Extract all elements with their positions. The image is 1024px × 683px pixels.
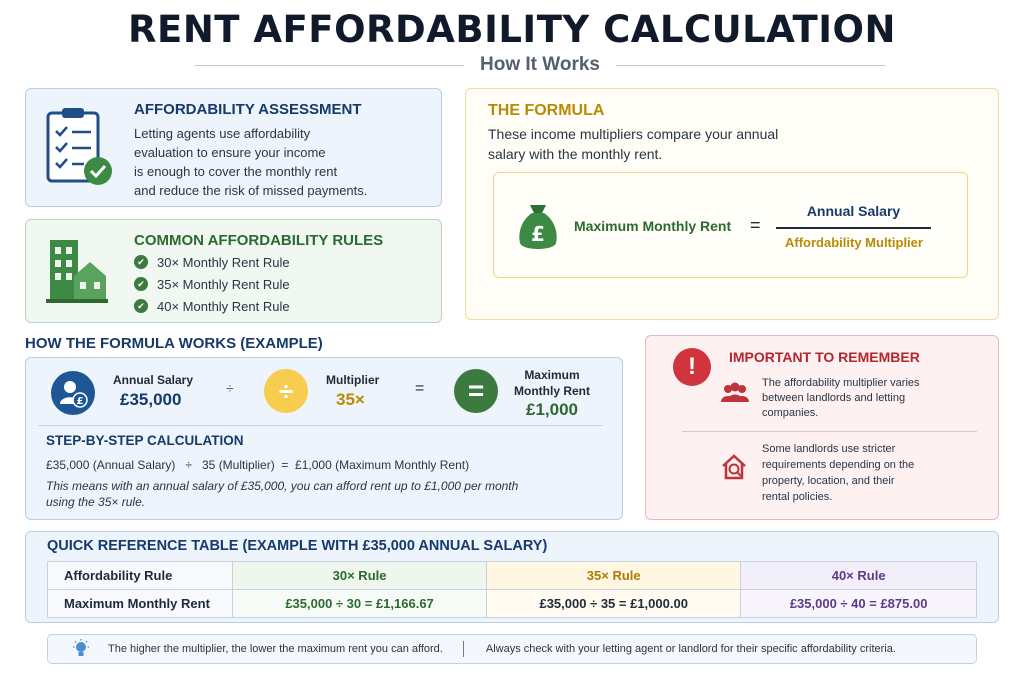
subtitle-row: How It Works xyxy=(195,54,885,76)
divider xyxy=(616,64,885,66)
row-label: Maximum Monthly Rent xyxy=(47,589,233,618)
salary-label: Annual Salary xyxy=(113,373,194,387)
table-cell: 35× Rule xyxy=(486,561,742,590)
divider xyxy=(462,641,464,657)
people-icon xyxy=(720,382,750,404)
divider xyxy=(195,64,464,66)
equals-sign: = xyxy=(415,380,425,397)
multiplier-value: 35× xyxy=(336,390,365,409)
remember-heading: IMPORTANT TO REMEMBER xyxy=(729,349,920,365)
point-line: companies. xyxy=(762,407,819,419)
result-label-1: Maximum xyxy=(524,368,580,382)
svg-text:£: £ xyxy=(531,222,545,246)
note-line: This means with an annual salary of £35,… xyxy=(46,479,519,493)
assessment-line: evaluation to ensure your income xyxy=(134,145,326,160)
assessment-line: and reduce the risk of missed payments. xyxy=(134,183,368,198)
list-item: ✔ 35× Monthly Rent Rule xyxy=(134,273,290,295)
money-bag-icon: £ xyxy=(516,201,560,253)
table-cell: 30× Rule xyxy=(231,561,488,590)
example-card: £ Annual Salary £35,000 ÷ ÷ Multiplier 3… xyxy=(25,357,623,520)
tips-bar: The higher the multiplier, the lower the… xyxy=(47,634,977,664)
remember-card: ! IMPORTANT TO REMEMBER The affordabilit… xyxy=(645,335,999,520)
formula-text: These income multipliers compare your an… xyxy=(488,124,778,164)
formula-equals: = xyxy=(750,215,761,235)
page-subtitle: How It Works xyxy=(480,54,600,75)
divider xyxy=(38,425,603,426)
steps-line: £35,000 (Annual Salary) ÷ 35 (Multiplier… xyxy=(46,458,470,472)
check-icon: ✔ xyxy=(134,299,148,313)
equals-icon: = xyxy=(454,369,498,413)
steps-heading: STEP-BY-STEP CALCULATION xyxy=(46,433,244,448)
table-cell: £35,000 ÷ 30 = £1,166.67 xyxy=(231,589,488,618)
point-line: requirements depending on the xyxy=(762,459,915,471)
remember-point-2: Some landlords use stricter requirements… xyxy=(762,441,914,505)
multiplier-label: Multiplier xyxy=(326,373,380,387)
check-icon: ✔ xyxy=(134,277,148,291)
reference-table: Affordability Rule 30× Rule 35× Rule 40×… xyxy=(47,561,977,618)
list-item: ✔ 40× Monthly Rent Rule xyxy=(134,295,290,317)
user-pound-icon: £ xyxy=(51,371,95,415)
table-row: Maximum Monthly Rent £35,000 ÷ 30 = £1,1… xyxy=(47,589,977,618)
assessment-text: Letting agents use affordability evaluat… xyxy=(134,124,434,200)
page-title: RENT AFFORDABILITY CALCULATION xyxy=(128,8,896,51)
example-heading: HOW THE FORMULA WORKS (EXAMPLE) xyxy=(25,335,323,352)
note-line: using the 35× rule. xyxy=(46,495,146,509)
formula-line: salary with the monthly rent. xyxy=(488,146,663,162)
divider xyxy=(682,431,977,432)
lightbulb-icon xyxy=(72,639,90,659)
formula-denominator: Affordability Multiplier xyxy=(785,235,923,250)
divide-icon: ÷ xyxy=(264,369,308,413)
table-cell: 40× Rule xyxy=(740,561,977,590)
house-search-icon xyxy=(720,452,750,482)
assessment-line: is enough to cover the monthly rent xyxy=(134,164,338,179)
svg-text:£: £ xyxy=(77,396,84,407)
table-heading: QUICK REFERENCE TABLE (EXAMPLE WITH £35,… xyxy=(47,538,548,554)
point-line: rental policies. xyxy=(762,491,833,503)
formula-line: These income multipliers compare your an… xyxy=(488,126,779,142)
remember-point-1: The affordability multiplier varies betw… xyxy=(762,376,920,421)
rules-heading: COMMON AFFORDABILITY RULES xyxy=(134,232,384,249)
divide-sign: ÷ xyxy=(226,380,234,396)
clipboard-check-icon xyxy=(44,105,114,189)
salary-value: £35,000 xyxy=(120,390,182,409)
result-value: £1,000 xyxy=(526,400,578,419)
rules-list: ✔ 30× Monthly Rent Rule ✔ 35× Monthly Rent… xyxy=(134,251,290,317)
table-cell: £35,000 ÷ 40 = £875.00 xyxy=(740,589,977,618)
point-line: between landlords and letting xyxy=(762,392,906,404)
rule-label: 35× Monthly Rent Rule xyxy=(157,276,290,292)
example-note: This means with an annual salary of £35,… xyxy=(46,478,518,510)
exclamation-icon: ! xyxy=(673,348,711,386)
buildings-icon xyxy=(44,236,110,306)
rules-card: COMMON AFFORDABILITY RULES ✔ 30× Monthly … xyxy=(25,219,442,323)
result-label-2: Monthly Rent xyxy=(514,384,590,398)
table-row: Affordability Rule 30× Rule 35× Rule 40×… xyxy=(47,561,977,590)
list-item: ✔ 30× Monthly Rent Rule xyxy=(134,251,290,273)
point-line: property, location, and their xyxy=(762,475,895,487)
assessment-heading: AFFORDABILITY ASSESSMENT xyxy=(134,101,362,118)
formula-numerator: Annual Salary xyxy=(806,203,901,219)
tip-1: The higher the multiplier, the lower the… xyxy=(108,643,443,655)
point-line: Some landlords use stricter xyxy=(762,443,896,455)
assessment-line: Letting agents use affordability xyxy=(134,126,311,141)
row-label: Affordability Rule xyxy=(47,561,233,590)
formula-left: Maximum Monthly Rent xyxy=(574,218,732,234)
rule-label: 40× Monthly Rent Rule xyxy=(157,298,290,314)
table-cell: £35,000 ÷ 35 = £1,000.00 xyxy=(486,589,742,618)
point-line: The affordability multiplier varies xyxy=(762,377,920,389)
formula-box: £ Maximum Monthly Rent = Annual Salary A… xyxy=(493,172,968,278)
tip-2: Always check with your letting agent or … xyxy=(485,643,896,655)
assessment-card: AFFORDABILITY ASSESSMENT Letting agents … xyxy=(25,88,442,207)
formula-heading: THE FORMULA xyxy=(488,102,605,119)
fraction-bar xyxy=(776,227,931,229)
rule-label: 30× Monthly Rent Rule xyxy=(157,254,290,270)
check-icon: ✔ xyxy=(134,255,148,269)
